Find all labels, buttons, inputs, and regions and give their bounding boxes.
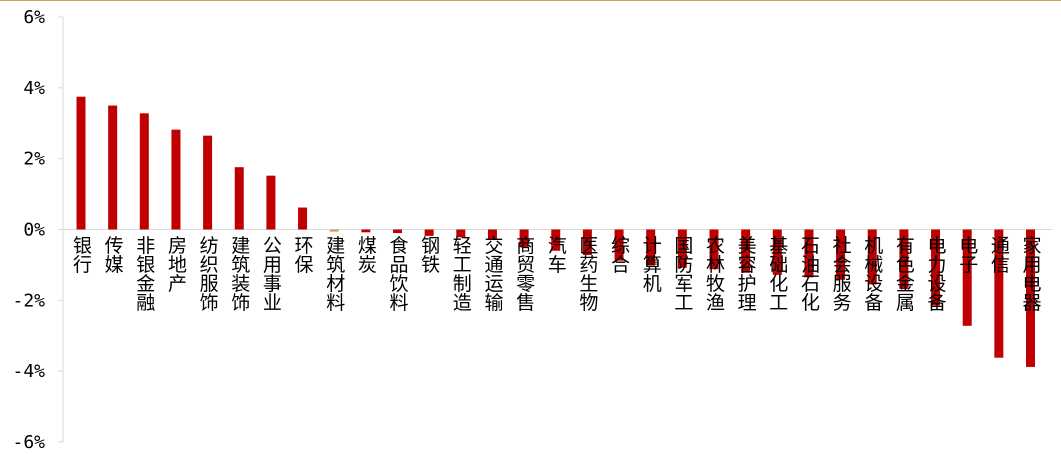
category-labels: 银行 传媒 非银金融 房地产 纺织服饰 建筑装饰 公用事业 环保 建筑材料 煤炭 食品饮料 钢铁 轻工制… [70,235,1042,312]
category-label: 机械设备 [861,235,883,311]
y-tick-label: 2% [23,149,45,170]
category-label: 纺织服饰 [197,235,219,311]
category-label: 国防军工 [671,236,693,312]
bar [962,229,972,326]
category-label: 电子 [956,235,978,273]
y-tick-label: -4% [12,361,45,382]
bar [393,229,402,234]
bar [298,207,308,230]
category-label: 美容护理 [735,235,757,311]
bar [108,105,118,230]
category-label: 综合 [608,235,630,273]
bar [361,229,371,233]
bar [899,229,909,289]
category-label: 建筑装饰 [228,235,250,311]
category-label: 基础化工 [766,235,788,311]
category-label: 有色金属 [893,235,915,312]
category-label: 环保 [292,236,314,274]
bar [234,167,244,230]
y-tick-label: -2% [12,290,45,311]
category-label: 非银金融 [133,235,155,311]
category-label: 传媒 [102,235,124,273]
bar [772,229,782,275]
category-label: 食品饮料 [387,235,409,311]
category-label: 交通运输 [481,235,503,311]
bar [266,175,276,230]
category-label: 社会服务 [830,235,852,311]
y-tick-label: 6% [23,7,45,28]
bar [203,135,213,230]
category-label: 通信 [988,235,1010,273]
category-label: 石油石化 [798,236,820,312]
category-label: 农林牧渔 [703,235,725,311]
bar [582,229,592,255]
bar [677,229,687,268]
y-axis: 6% 4% 2% 0% -2% -4% -6% [12,7,1053,453]
category-label: 电力设备 [925,235,947,311]
category-label: 轻工制造 [450,235,472,311]
bar [646,229,656,266]
y-tick-label: 0% [23,220,45,241]
top-rule [0,0,1061,1]
bar [456,229,466,238]
bar [1026,229,1035,367]
category-label: 房地产 [165,235,187,292]
bar [709,229,719,270]
bar [867,229,877,285]
bar [804,229,814,278]
bar [76,96,86,230]
category-label: 建筑材料 [323,235,345,311]
category-label: 公用事业 [260,236,282,312]
category-label: 计算机 [640,235,662,292]
bar [424,229,434,236]
bar [487,229,497,240]
bar [836,229,846,280]
bar [741,229,751,273]
bar [329,229,339,232]
bar [519,229,529,248]
bar [551,229,561,251]
category-label: 商贸零售 [513,235,535,311]
bar [171,129,181,230]
y-tick-label: 4% [23,78,45,99]
category-label: 医药生物 [576,236,598,312]
bars [76,96,1035,367]
category-label: 银行 [70,235,92,273]
bar [614,229,624,261]
bar [994,229,1004,358]
bar [931,229,941,306]
category-label: 钢铁 [418,235,440,273]
category-label: 家用电器 [1020,235,1042,311]
y-tick-label: -6% [12,432,45,453]
category-label: 煤炭 [355,235,377,273]
category-label: 汽车 [545,235,567,273]
bar [139,113,149,230]
